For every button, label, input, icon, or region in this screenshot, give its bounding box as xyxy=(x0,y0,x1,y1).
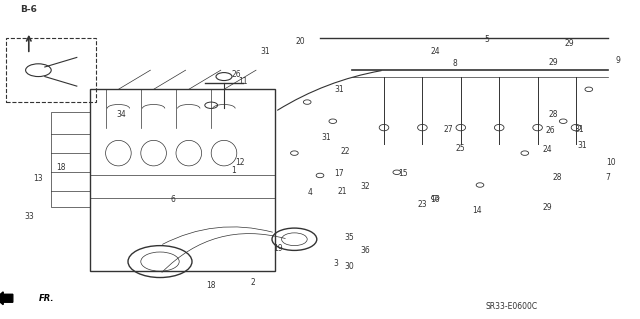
Text: 2: 2 xyxy=(250,278,255,287)
Text: 29: 29 xyxy=(548,58,559,67)
Text: 23: 23 xyxy=(417,200,428,209)
Text: 4: 4 xyxy=(308,189,313,197)
Bar xyxy=(6,38,96,102)
Text: 36: 36 xyxy=(360,246,370,255)
Text: 7: 7 xyxy=(605,173,611,182)
Text: 25: 25 xyxy=(456,144,466,153)
Text: 26: 26 xyxy=(545,126,556,135)
Text: 15: 15 xyxy=(398,169,408,178)
Text: 18: 18 xyxy=(56,163,65,172)
Text: 27: 27 xyxy=(443,125,453,134)
Text: 26: 26 xyxy=(232,70,242,79)
Text: 31: 31 xyxy=(574,125,584,134)
Text: 32: 32 xyxy=(360,182,370,191)
Text: 1: 1 xyxy=(231,166,236,175)
Text: 11: 11 xyxy=(239,77,248,86)
Text: 12: 12 xyxy=(236,158,244,167)
Text: 8: 8 xyxy=(452,59,457,68)
Text: 5: 5 xyxy=(484,35,489,44)
Text: 31: 31 xyxy=(334,85,344,94)
Text: 21: 21 xyxy=(338,187,347,196)
Text: B-6: B-6 xyxy=(20,5,37,14)
Text: 9: 9 xyxy=(615,56,620,65)
Text: SR33-E0600C: SR33-E0600C xyxy=(486,302,538,311)
Text: 6: 6 xyxy=(170,195,175,204)
FancyArrow shape xyxy=(0,292,13,305)
Text: 24: 24 xyxy=(430,47,440,56)
Text: 13: 13 xyxy=(33,174,44,183)
Text: 33: 33 xyxy=(24,212,34,221)
Text: 10: 10 xyxy=(606,158,616,167)
Text: FR.: FR. xyxy=(38,294,54,303)
Text: 28: 28 xyxy=(552,173,561,182)
Text: 16: 16 xyxy=(430,195,440,204)
Text: 20: 20 xyxy=(296,37,306,46)
Text: 3: 3 xyxy=(333,259,339,268)
Text: 14: 14 xyxy=(472,206,482,215)
Text: 24: 24 xyxy=(542,145,552,154)
Text: 30: 30 xyxy=(344,262,354,271)
Text: 34: 34 xyxy=(116,110,127,119)
Text: 28: 28 xyxy=(549,110,558,119)
Text: 18: 18 xyxy=(207,281,216,290)
Text: 17: 17 xyxy=(334,169,344,178)
Text: 29: 29 xyxy=(564,39,575,48)
Text: 35: 35 xyxy=(344,233,354,242)
Text: 19: 19 xyxy=(273,244,284,253)
Text: 29: 29 xyxy=(542,203,552,212)
Text: 31: 31 xyxy=(577,141,588,150)
Text: 31: 31 xyxy=(321,133,332,142)
Text: 22: 22 xyxy=(341,147,350,156)
Text: 31: 31 xyxy=(260,47,271,56)
